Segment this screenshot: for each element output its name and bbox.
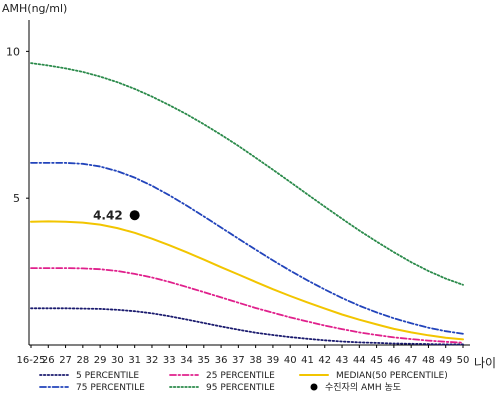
x-tick-label: 38 [249, 355, 262, 366]
x-tick-label: 41 [301, 355, 314, 366]
legend-marker-label: 수진자의 AMH 농도 [325, 382, 401, 393]
x-tick-label: 39 [267, 355, 280, 366]
series-line [30, 220, 464, 341]
x-tick-label: 32 [146, 355, 159, 366]
y-tick-label: 5 [13, 192, 20, 205]
x-tick-label: 30 [111, 355, 124, 366]
x-tick-label: 43 [336, 355, 349, 366]
series-line [30, 307, 464, 346]
legend-label: 95 PERCENTILE [206, 383, 275, 393]
x-tick-label: 40 [284, 355, 297, 366]
x-tick-label: 47 [405, 355, 418, 366]
legend-label: 75 PERCENTILE [76, 383, 145, 393]
x-tick-label: 50 [457, 355, 470, 366]
y-tick-label: 10 [6, 45, 20, 58]
y-ticks: 5 10 [6, 45, 29, 205]
x-tick-label: 42 [318, 355, 331, 366]
series-line [30, 162, 464, 335]
legend-marker-swatch [310, 383, 318, 391]
x-tick-label: 26 [42, 355, 55, 366]
x-tick-label: 34 [180, 355, 193, 366]
x-tick-label: 36 [215, 355, 228, 366]
x-tick-label: 27 [59, 355, 72, 366]
patient-amh-value-label: 4.42 [93, 209, 123, 223]
legend-label: 25 PERCENTILE [206, 371, 275, 381]
x-tick-label: 44 [353, 355, 366, 366]
patient-amh-point [129, 210, 140, 221]
x-tick-label: 16-25 [16, 355, 45, 366]
x-tick-label: 48 [422, 355, 435, 366]
legend-label: MEDIAN(50 PERCENTILE) [336, 371, 448, 381]
x-tick-label: 31 [128, 355, 141, 366]
x-tick-label: 29 [94, 355, 107, 366]
x-tick-label: 33 [163, 355, 176, 366]
series-line [30, 267, 464, 344]
x-tick-label: 45 [370, 355, 383, 366]
legend-label: 5 PERCENTILE [76, 371, 139, 381]
x-tick-label: 37 [232, 355, 245, 366]
legend: 5 PERCENTILE 25 PERCENTILE MEDIAN(50 PERCE… [39, 371, 448, 393]
x-tick-label: 28 [76, 355, 89, 366]
marker-layer: 4.42 [93, 209, 140, 223]
series-line [30, 62, 464, 286]
x-axis-title: 나이 [474, 356, 496, 370]
series-layer [30, 62, 464, 346]
y-axis-title: AMH(ng/ml) [2, 2, 67, 15]
x-tick-label: 35 [197, 355, 210, 366]
x-tick-label: 49 [439, 355, 452, 366]
x-tick-label: 46 [388, 355, 401, 366]
